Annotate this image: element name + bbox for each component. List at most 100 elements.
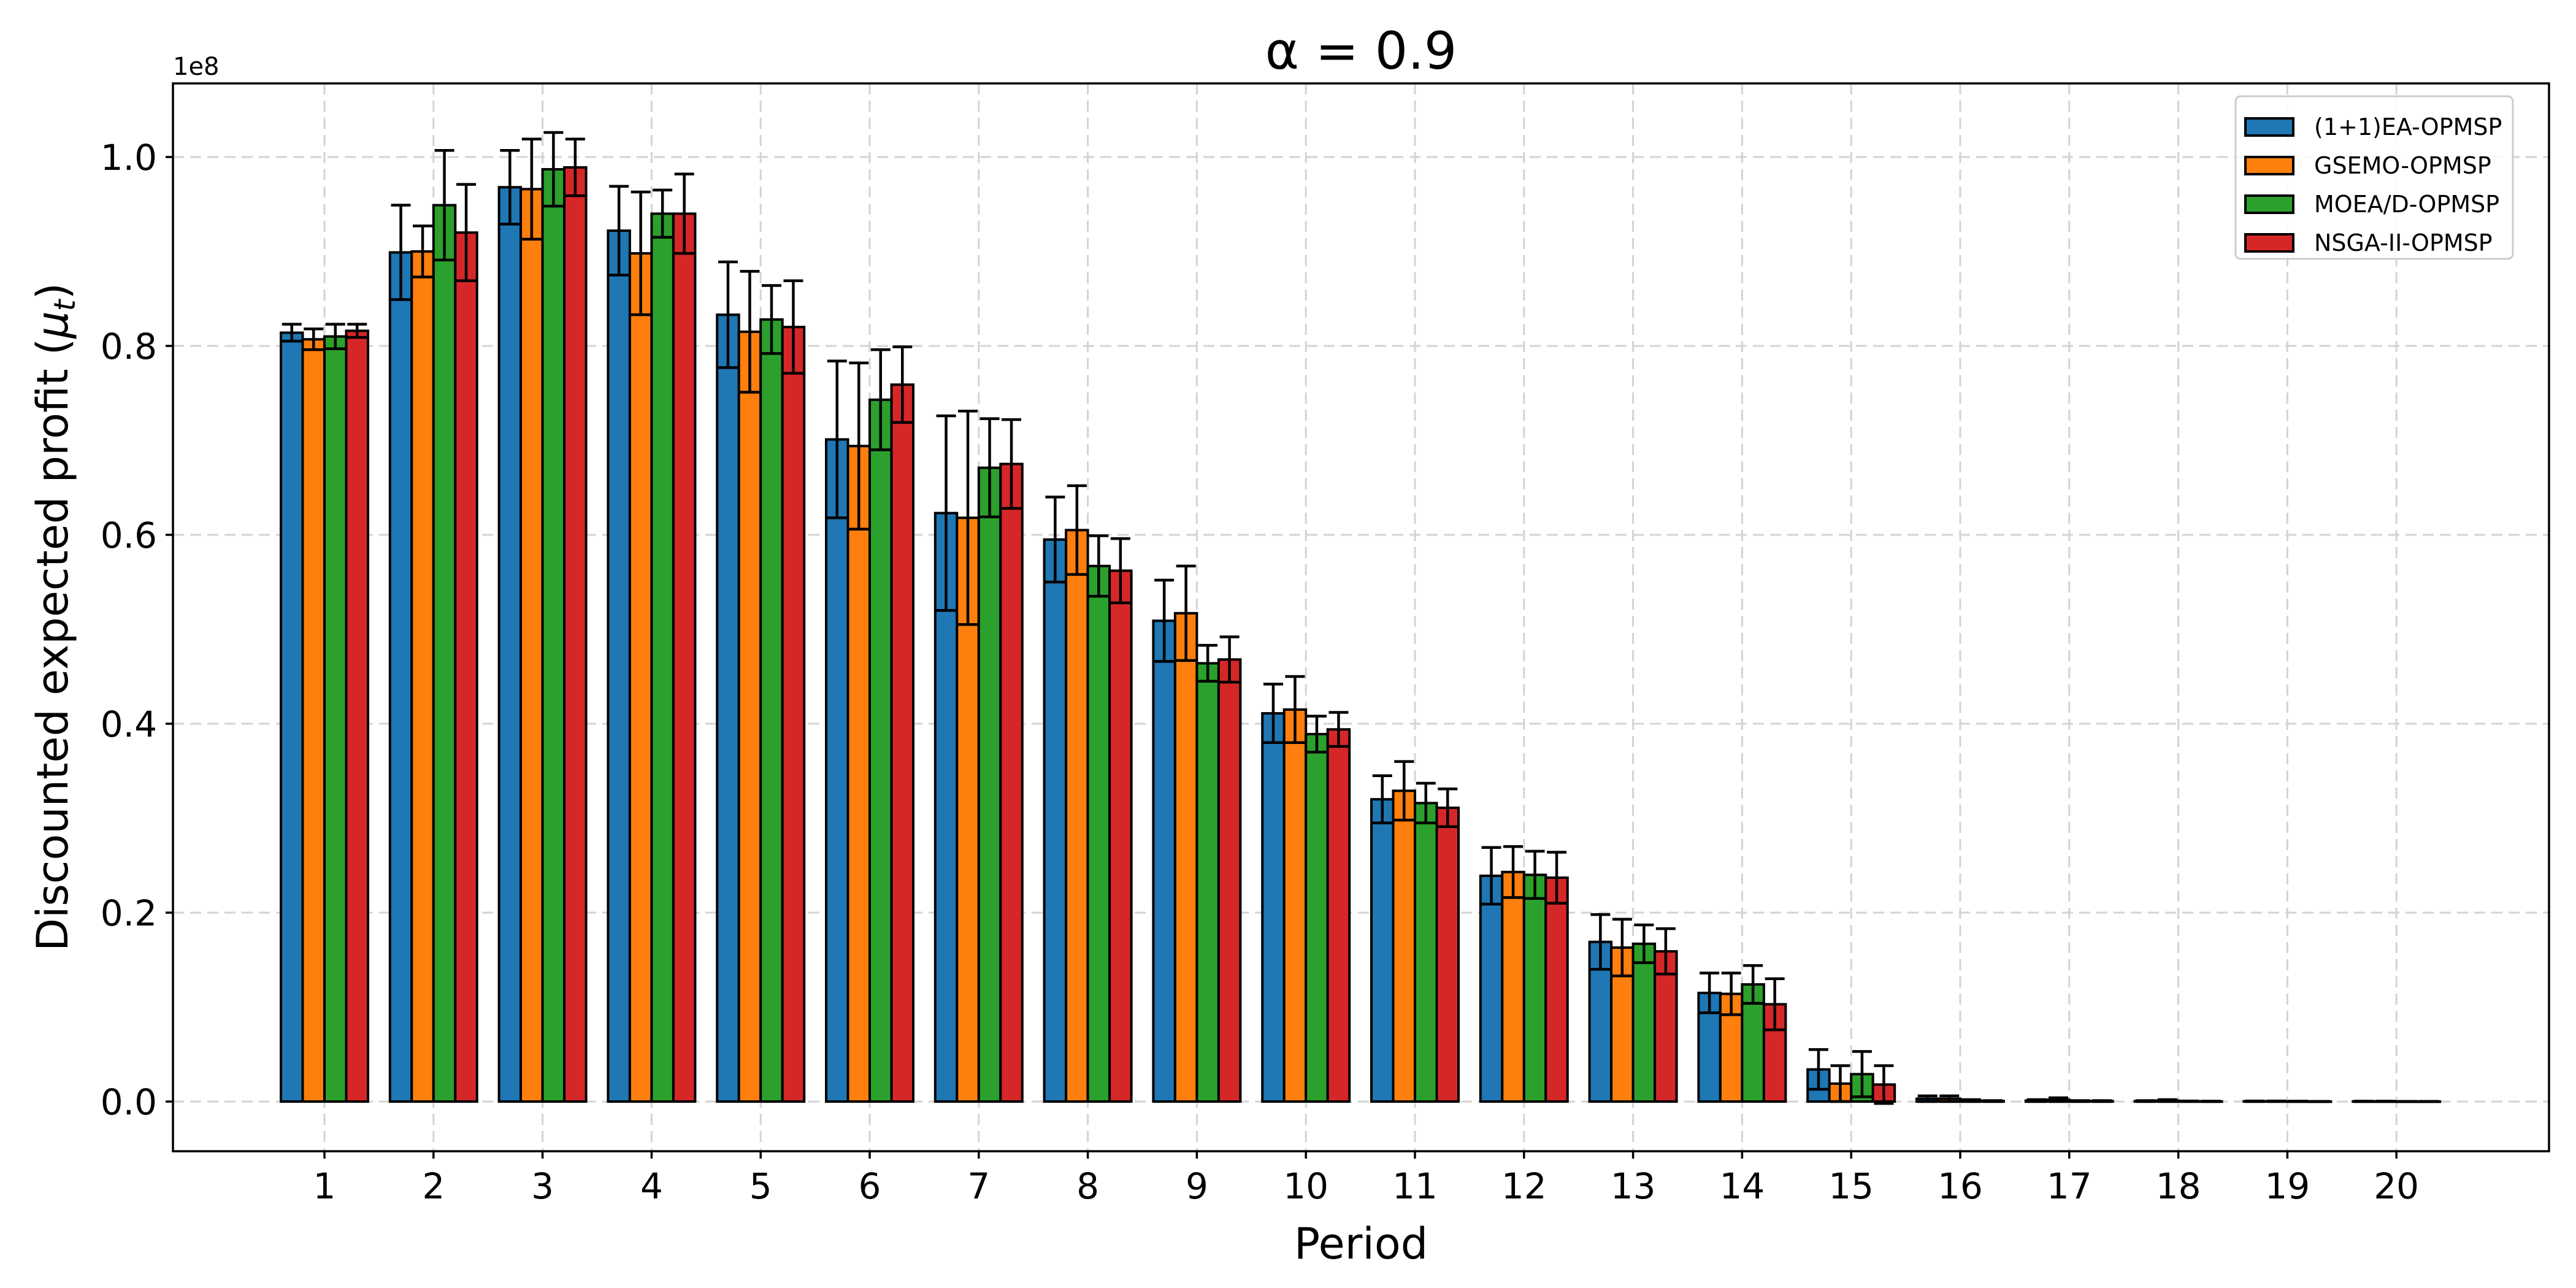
bar [737, 330, 762, 1103]
x-tick-label: 3 [531, 1165, 554, 1207]
bar [1414, 802, 1438, 1103]
bar [1043, 538, 1068, 1103]
bar-group-period-4 [607, 172, 697, 1103]
bar-group-period-9 [1152, 564, 1242, 1103]
bar-group-period-5 [716, 260, 806, 1103]
bar [1392, 789, 1416, 1103]
bar [541, 168, 566, 1103]
bar [607, 229, 631, 1103]
x-tick-label: 7 [967, 1165, 990, 1207]
bar [1370, 798, 1395, 1103]
bar-group-period-20 [2352, 1100, 2442, 1103]
bar [1479, 874, 1504, 1103]
bar [1282, 708, 1308, 1103]
bar-group-period-16 [1915, 1094, 2005, 1103]
x-tick-label: 13 [1611, 1165, 1656, 1207]
y-axis-label-close: ) [28, 283, 78, 299]
x-tick-label: 20 [2374, 1165, 2419, 1207]
x-tick-label: 2 [422, 1165, 445, 1207]
x-tick-label: 16 [1938, 1165, 1983, 1207]
bar [1108, 569, 1133, 1103]
axes: 0.00.20.40.60.81.01 2 3 4 5 6 7 8 9 10 11 12 13 14 15 1… [101, 82, 2550, 1207]
bar-group-period-17 [2024, 1096, 2114, 1103]
x-tick-label: 19 [2264, 1165, 2310, 1207]
legend: (1+1)EA-OPMSP GSEMO-OPMSP MOEA/D-OPMSP NSGA… [2234, 95, 2514, 260]
bar [497, 186, 523, 1103]
bar [1195, 662, 1220, 1103]
bar-group-period-3 [497, 131, 588, 1103]
bar [301, 338, 326, 1103]
bar [454, 231, 478, 1103]
bar [280, 331, 304, 1103]
y-tick-label: 0.6 [101, 515, 157, 556]
bar [1217, 658, 1242, 1103]
bar [345, 329, 369, 1103]
y-axis-label-mu: μ [28, 311, 78, 339]
bar [1065, 529, 1089, 1103]
bar [1326, 728, 1351, 1103]
y-tick-label: 0.4 [101, 703, 157, 745]
bar [846, 445, 871, 1103]
legend-swatch [2244, 194, 2294, 214]
bar [1435, 807, 1460, 1103]
y-tick-label: 0.8 [101, 326, 157, 367]
bar [759, 318, 784, 1103]
bar-group-period-19 [2242, 1099, 2333, 1103]
bar [1152, 619, 1176, 1103]
y-axis-label-main: Discounted expected profit ( [28, 339, 78, 951]
legend-box [2234, 95, 2514, 260]
y-offset-label: 1e8 [173, 53, 220, 81]
bar [890, 383, 914, 1103]
legend-label: (1+1)EA-OPMSP [2314, 113, 2502, 140]
bar [1261, 712, 1286, 1103]
bar [781, 326, 806, 1103]
bar [1522, 873, 1547, 1103]
y-tick-label: 0.0 [101, 1081, 157, 1123]
bar-group-period-2 [388, 148, 478, 1103]
bar [650, 212, 675, 1103]
chart-title: α = 0.9 [1265, 21, 1457, 81]
x-tick-label: 12 [1501, 1165, 1547, 1207]
x-tick-label: 6 [859, 1165, 881, 1207]
x-tick-label: 5 [749, 1165, 772, 1207]
legend-swatch [2244, 233, 2294, 253]
bar-group-period-1 [280, 323, 369, 1103]
x-tick-label: 4 [640, 1165, 663, 1207]
bar-group-period-14 [1697, 964, 1787, 1103]
x-tick-label: 14 [1719, 1165, 1765, 1207]
x-axis-label: Period [1294, 1219, 1428, 1269]
bar [999, 462, 1024, 1103]
bar [432, 204, 457, 1103]
y-tick-label: 0.2 [101, 892, 157, 934]
legend-label: NSGA-II-OPMSP [2314, 229, 2493, 256]
x-tick-label: 10 [1283, 1165, 1328, 1207]
bar [563, 166, 588, 1103]
x-tick-label: 8 [1076, 1165, 1099, 1207]
bar-group-period-15 [1806, 1048, 1896, 1105]
bar [1173, 611, 1198, 1103]
x-tick-label: 11 [1392, 1165, 1438, 1207]
bar [1654, 950, 1678, 1103]
bar [868, 398, 893, 1103]
bar-group-period-13 [1588, 913, 1678, 1103]
bar [1305, 732, 1329, 1103]
bar-group-period-18 [2133, 1098, 2223, 1103]
y-tick-label: 1.0 [101, 137, 157, 178]
plot-frame [172, 82, 2550, 1152]
x-tick-label: 18 [2156, 1165, 2201, 1207]
bar [1086, 564, 1111, 1103]
bar-group-period-7 [933, 410, 1024, 1103]
bar [410, 250, 435, 1103]
x-tick-label: 17 [2047, 1165, 2092, 1207]
legend-label: GSEMO-OPMSP [2314, 152, 2491, 179]
bar [628, 252, 653, 1103]
legend-label: MOEA/D-OPMSP [2314, 191, 2499, 218]
bar-groups [280, 131, 2442, 1105]
bar [716, 313, 740, 1103]
bar [388, 251, 413, 1103]
x-tick-label: 1 [313, 1165, 336, 1207]
bar-group-period-8 [1043, 484, 1133, 1103]
bar [519, 188, 544, 1103]
bar-group-period-6 [825, 345, 914, 1103]
